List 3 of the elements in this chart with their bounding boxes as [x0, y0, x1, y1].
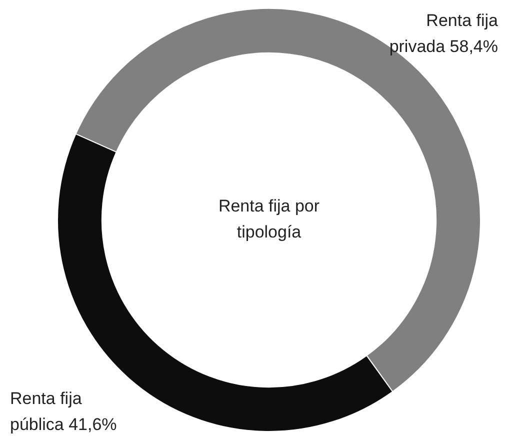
text: Renta fija por tipología: [218, 196, 320, 242]
slice-label: Renta fija privada 58,4%: [389, 11, 499, 56]
slice-label: Renta fija pública 41,6%: [10, 389, 117, 434]
